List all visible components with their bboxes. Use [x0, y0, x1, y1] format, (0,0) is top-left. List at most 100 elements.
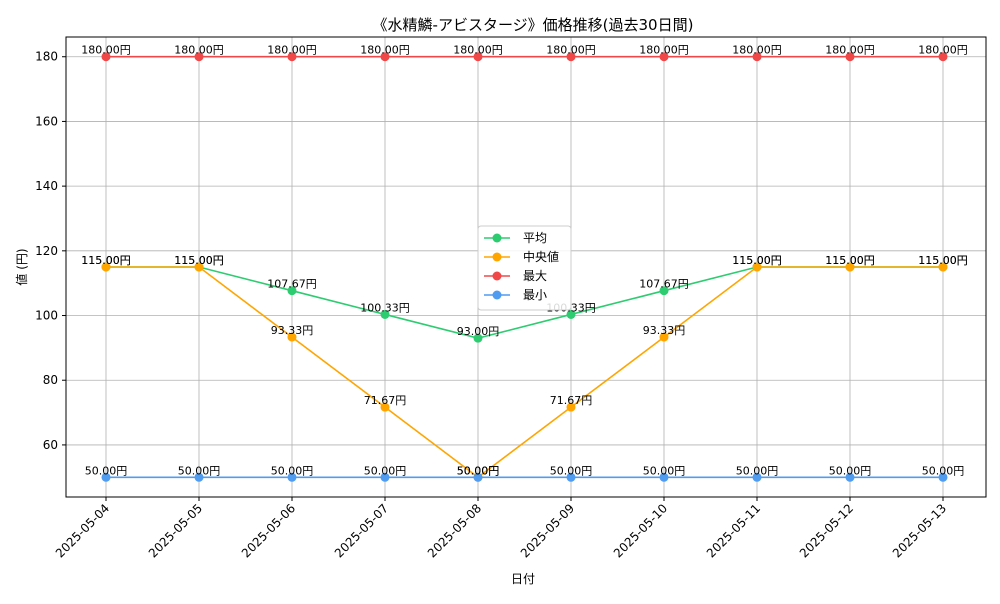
data-point	[659, 286, 669, 296]
data-label: 115.00円	[825, 254, 875, 267]
data-point	[194, 472, 204, 482]
x-tick-label: 2025-05-05	[146, 501, 205, 560]
data-point	[473, 472, 483, 482]
data-point	[566, 402, 576, 412]
data-label: 180.00円	[360, 44, 410, 57]
data-label: 180.00円	[732, 44, 782, 57]
x-tick-label: 2025-05-12	[797, 501, 856, 560]
data-label: 71.67円	[550, 394, 593, 407]
series-group	[101, 52, 948, 482]
y-axis-ticks: 60 80 100 120 140 160 180	[35, 50, 66, 452]
data-point	[752, 262, 762, 272]
data-label: 180.00円	[81, 44, 131, 57]
data-point	[659, 52, 669, 62]
x-tick-label: 2025-05-10	[611, 501, 670, 560]
legend-label: 平均	[523, 231, 547, 245]
data-label: 50.00円	[178, 464, 221, 477]
data-label: 107.67円	[267, 278, 317, 291]
x-tick-label: 2025-05-09	[518, 501, 577, 560]
data-label: 115.00円	[732, 254, 782, 267]
data-point	[845, 262, 855, 272]
x-tick-label: 2025-05-06	[239, 501, 298, 560]
data-label: 180.00円	[546, 44, 596, 57]
legend-marker	[492, 252, 502, 262]
data-point	[473, 52, 483, 62]
data-point	[287, 472, 297, 482]
data-label: 71.67円	[364, 394, 407, 407]
data-point	[287, 52, 297, 62]
data-point	[287, 332, 297, 342]
x-axis-label: 日付	[511, 572, 535, 586]
data-point	[845, 52, 855, 62]
x-tick-label: 2025-05-07	[332, 501, 391, 560]
data-label: 100.33円	[360, 301, 410, 314]
x-axis-ticks: 2025-05-04 2025-05-05 2025-05-06 2025-05-07…	[53, 497, 949, 560]
data-point	[659, 332, 669, 342]
data-point	[938, 52, 948, 62]
data-label: 115.00円	[174, 254, 224, 267]
data-point	[380, 402, 390, 412]
chart-title: 《水精鱗-アビスタージ》価格推移(過去30日間)	[373, 16, 694, 34]
x-tick-label: 2025-05-08	[425, 501, 484, 560]
data-labels: 115.00円115.00円107.67円100.33円93.00円100.33…	[81, 44, 968, 478]
data-point	[752, 52, 762, 62]
data-label: 50.00円	[457, 464, 500, 477]
data-label: 50.00円	[85, 464, 128, 477]
y-tick-label: 60	[43, 438, 58, 452]
data-label: 50.00円	[643, 464, 686, 477]
data-point	[566, 52, 576, 62]
data-label: 180.00円	[453, 44, 503, 57]
y-tick-label: 140	[35, 179, 58, 193]
data-label: 93.33円	[271, 324, 314, 337]
data-label: 115.00円	[918, 254, 968, 267]
legend-label: 最小	[523, 288, 547, 302]
y-tick-label: 180	[35, 50, 58, 64]
data-point	[752, 472, 762, 482]
data-label: 115.00円	[732, 254, 782, 267]
data-point	[101, 262, 111, 272]
legend-label: 中央値	[523, 249, 559, 264]
data-label: 115.00円	[81, 254, 131, 267]
series-line-2	[106, 266, 943, 479]
data-point	[194, 262, 204, 272]
x-tick-label: 2025-05-13	[890, 501, 949, 560]
y-tick-label: 160	[35, 114, 58, 128]
legend-marker	[492, 290, 502, 300]
data-point	[380, 309, 390, 319]
data-point	[380, 472, 390, 482]
legend-marker	[492, 233, 502, 243]
y-tick-label: 80	[43, 373, 58, 387]
legend-marker	[492, 271, 502, 281]
data-label: 50.00円	[271, 464, 314, 477]
data-label: 50.00円	[736, 464, 779, 477]
data-point	[659, 472, 669, 482]
data-point	[101, 52, 111, 62]
data-point	[473, 333, 483, 343]
data-point	[380, 52, 390, 62]
data-label: 50.00円	[550, 464, 593, 477]
x-tick-label: 2025-05-11	[704, 501, 763, 560]
data-label: 180.00円	[267, 44, 317, 57]
data-label: 50.00円	[922, 464, 965, 477]
data-label: 50.00円	[457, 464, 500, 477]
data-label: 180.00円	[174, 44, 224, 57]
data-label: 93.00円	[457, 325, 500, 338]
data-label: 115.00円	[81, 254, 131, 267]
y-tick-label: 120	[35, 244, 58, 258]
data-label: 50.00円	[829, 464, 872, 477]
data-point	[938, 472, 948, 482]
data-label: 180.00円	[639, 44, 689, 57]
data-label: 180.00円	[825, 44, 875, 57]
data-point	[845, 472, 855, 482]
data-label: 93.33円	[643, 324, 686, 337]
data-label: 180.00円	[918, 44, 968, 57]
data-point	[566, 309, 576, 319]
data-point	[938, 262, 948, 272]
data-point	[101, 472, 111, 482]
data-point	[566, 472, 576, 482]
legend-box	[477, 225, 572, 311]
y-axis-label: 値 (円)	[14, 248, 29, 285]
